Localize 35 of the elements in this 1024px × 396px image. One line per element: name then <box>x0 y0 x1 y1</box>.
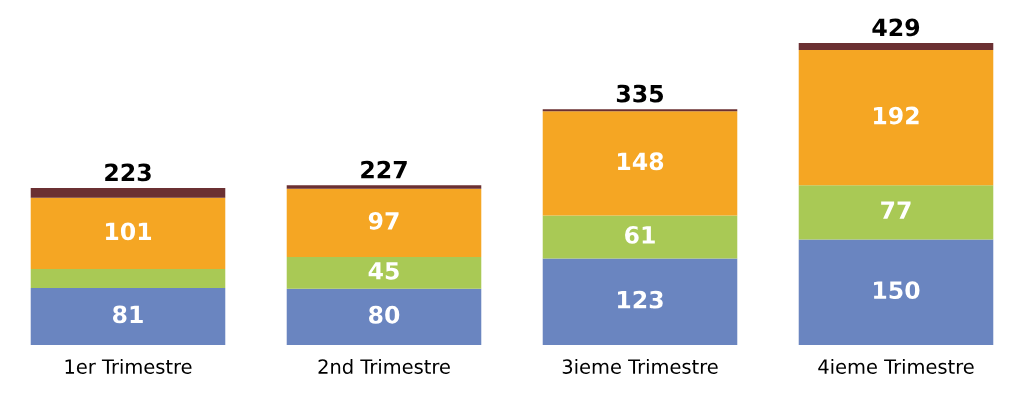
bar <box>798 185 994 240</box>
data-label: 45 <box>368 262 399 280</box>
bar <box>542 111 738 216</box>
x-tick-label: 2nd Trimestre <box>318 358 450 374</box>
data-label: 192 <box>874 106 919 125</box>
bar <box>30 287 226 345</box>
total-label: 429 <box>872 18 920 37</box>
bar <box>542 215 738 259</box>
bar <box>798 43 994 51</box>
data-label: 123 <box>618 290 663 309</box>
bar <box>798 50 994 186</box>
data-label: 150 <box>874 281 920 300</box>
bar <box>542 109 738 112</box>
bar <box>286 185 482 189</box>
data-label: 80 <box>369 305 400 324</box>
data-label: 81 <box>113 305 143 324</box>
total-label: 223 <box>105 163 151 182</box>
total-label: 227 <box>361 160 407 179</box>
bar <box>30 268 226 288</box>
data-label: 61 <box>625 225 655 244</box>
data-label: 101 <box>106 222 152 241</box>
x-tick-label: 1er Trimestre <box>65 358 192 374</box>
total-label: 335 <box>616 84 663 103</box>
bar <box>286 257 482 289</box>
x-tick-label: 3ieme Trimestre <box>562 358 718 374</box>
data-label: 148 <box>618 152 664 171</box>
data-label: 97 <box>368 211 399 230</box>
bar <box>798 239 994 345</box>
bar <box>286 188 482 257</box>
x-tick-label: 4ieme Trimestre <box>818 358 974 374</box>
bar <box>542 258 738 345</box>
bar <box>30 197 226 269</box>
bar <box>286 288 482 345</box>
bar <box>30 188 226 198</box>
data-label: 77 <box>881 201 911 219</box>
